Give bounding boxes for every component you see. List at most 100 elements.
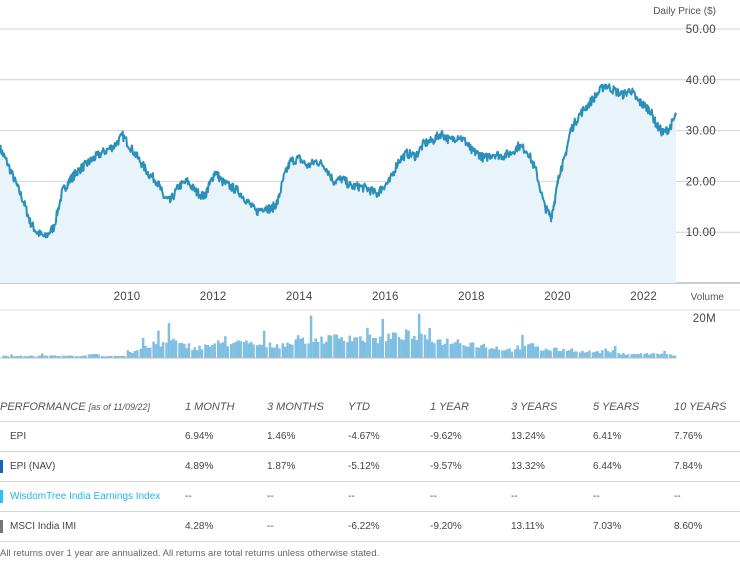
- volume-bar: [614, 345, 617, 358]
- volume-bar: [350, 341, 354, 358]
- x-tick-label: 2014: [286, 291, 313, 303]
- volume-bar: [174, 340, 178, 358]
- volume-bar: [484, 347, 488, 358]
- volume-bar: [420, 333, 423, 358]
- volume-bar: [601, 350, 604, 358]
- series-marker: [0, 460, 3, 473]
- volume-bar: [320, 336, 323, 358]
- volume-bar: [441, 345, 444, 358]
- volume-bar: [180, 342, 184, 358]
- volume-bar: [353, 337, 356, 358]
- volume-bar: [611, 350, 615, 358]
- volume-bar: [226, 346, 229, 358]
- index-link[interactable]: WisdomTree India Earnings Index: [10, 491, 161, 502]
- volume-bar: [325, 341, 328, 358]
- volume-bar: [405, 329, 408, 358]
- table-cell: --: [267, 511, 348, 542]
- x-tick-label: 2020: [544, 291, 571, 303]
- volume-bar: [384, 341, 388, 358]
- volume-bar: [90, 354, 93, 358]
- volume-bar: [480, 345, 483, 358]
- volume-bar: [549, 350, 552, 358]
- y-tick-label: 10.00: [686, 227, 716, 239]
- volume-bar: [154, 344, 158, 358]
- volume-bar: [258, 344, 261, 358]
- row-name-wisdomtree-index[interactable]: WisdomTree India Earnings Index: [0, 481, 185, 512]
- volume-bar: [224, 336, 227, 358]
- volume-bar: [598, 353, 602, 358]
- volume-bar: [25, 356, 29, 358]
- volume-bar: [268, 342, 272, 358]
- volume-bar: [488, 349, 491, 358]
- table-cell: --: [430, 481, 511, 512]
- volume-bar: [643, 354, 646, 358]
- volume-bar: [53, 355, 57, 358]
- volume-bar: [211, 344, 214, 358]
- volume-bar: [191, 350, 194, 358]
- volume-bar: [172, 338, 175, 358]
- volume-bar: [400, 339, 403, 358]
- volume-bar: [544, 348, 548, 358]
- volume-bar: [284, 346, 287, 358]
- volume-bar: [581, 350, 584, 358]
- volume-bar: [19, 355, 23, 358]
- volume-bar: [490, 348, 494, 358]
- table-cell: 6.94%: [185, 421, 267, 452]
- volume-bar: [624, 354, 627, 358]
- x-tick-label: 2010: [114, 291, 141, 303]
- volume-bar: [129, 352, 132, 358]
- y-tick-label: 30.00: [686, 126, 716, 138]
- volume-bar: [632, 353, 636, 358]
- volume-bar: [508, 348, 511, 358]
- volume-bar: [74, 356, 78, 358]
- row-label: EPI (NAV): [10, 461, 56, 472]
- volume-bar: [547, 349, 550, 358]
- x-tick-label: 2012: [200, 291, 227, 303]
- volume-bar: [340, 337, 343, 358]
- volume-bar: [673, 355, 677, 358]
- as-of-date: [as of 11/09/22]: [88, 401, 151, 412]
- volume-bar: [195, 350, 199, 358]
- volume-bar: [12, 356, 16, 358]
- volume-bar: [669, 354, 672, 358]
- volume-bar: [510, 351, 514, 358]
- volume-bar: [665, 354, 669, 358]
- volume-bar: [82, 355, 85, 358]
- volume-bar: [100, 355, 104, 358]
- volume-bar: [178, 342, 181, 358]
- volume-bar: [288, 344, 292, 358]
- volume-bar: [234, 341, 238, 358]
- volume-bar: [417, 313, 421, 358]
- volume-bar: [107, 356, 111, 358]
- volume-bar: [449, 344, 452, 358]
- volume-bar: [312, 342, 315, 358]
- table-cell: -6.22%: [348, 511, 430, 542]
- volume-bar: [322, 343, 326, 358]
- volume-bar: [374, 337, 377, 358]
- table-cell: --: [593, 481, 674, 512]
- table-cell: -9.57%: [430, 451, 511, 482]
- volume-bar: [45, 355, 49, 358]
- volume-bar: [6, 356, 10, 358]
- x-ticks: 2010 2012 2014 2016 2018 2020 2022: [114, 291, 657, 303]
- volume-bar: [342, 340, 346, 358]
- volume-bar: [467, 346, 470, 358]
- table-cell: 4.89%: [185, 451, 267, 482]
- table-row: EPI (NAV) 4.89% 1.87% -5.12% -9.57% 13.3…: [0, 451, 740, 482]
- volume-bar: [273, 347, 276, 358]
- volume-bar: [161, 342, 165, 358]
- volume-bar: [402, 339, 406, 358]
- table-cell: 1.87%: [267, 451, 348, 482]
- volume-bar: [521, 334, 524, 358]
- row-label: EPI: [10, 431, 27, 442]
- volume-bar: [379, 336, 382, 358]
- volume-bar: [2, 355, 5, 358]
- volume-bar: [299, 338, 302, 358]
- volume-bar: [278, 348, 281, 358]
- performance-header-row: PERFORMANCE [as of 11/09/22] 1 MONTH 3 M…: [0, 392, 740, 422]
- volume-bar: [208, 346, 212, 358]
- volume-bar: [87, 354, 91, 358]
- price-line: [0, 83, 677, 239]
- col-3-months: 3 MONTHS: [267, 392, 348, 422]
- volume-bar: [200, 349, 204, 358]
